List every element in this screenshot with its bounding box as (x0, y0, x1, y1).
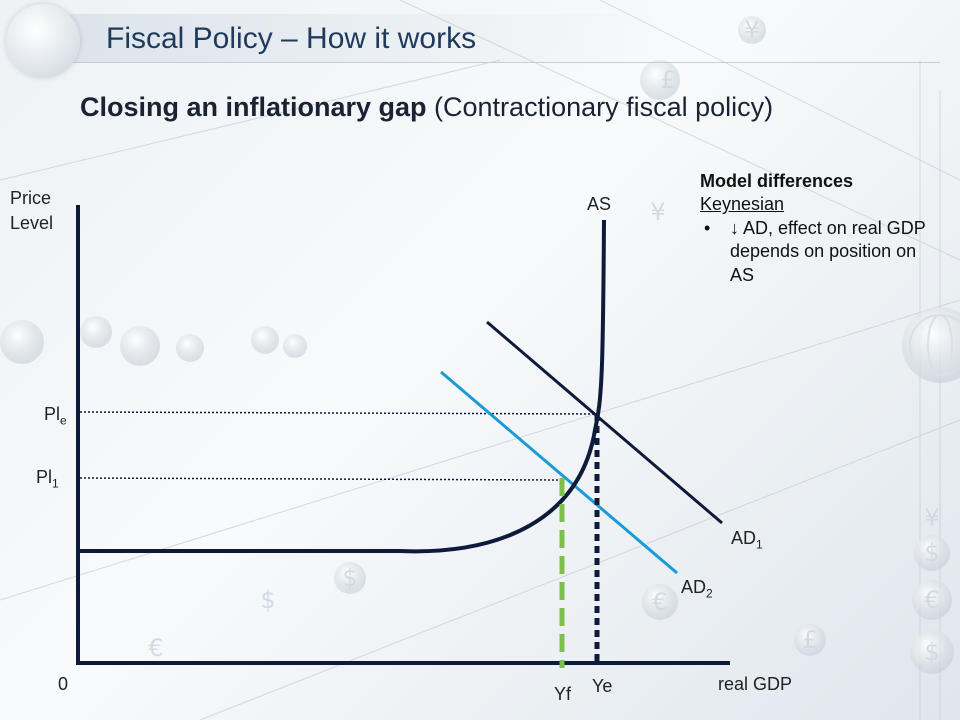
currency-icon: £ (660, 66, 675, 94)
as-label: AS (587, 194, 612, 214)
y-axis-label-line2: Level (10, 213, 54, 234)
pl1-dotted-line (79, 477, 561, 481)
y-axis-label: Price Level (10, 186, 53, 236)
currency-icon: ¥ (744, 16, 759, 44)
pl1-label-base: Pl (36, 467, 53, 487)
globe-icon (909, 314, 960, 376)
subtitle-bold: Closing an inflationary gap (80, 92, 427, 122)
as-curve (80, 219, 606, 554)
ad1-label: AD1 (731, 528, 763, 552)
currency-icon: $ (924, 638, 939, 666)
slide-subtitle: Closing an inflationary gap (Contraction… (80, 92, 773, 123)
ple-dotted-line (79, 411, 596, 415)
currency-icon: € (148, 634, 163, 662)
title-bar (20, 14, 940, 63)
ye-label: Ye (592, 676, 613, 696)
x-axis-label: real GDP (718, 674, 793, 694)
model-bullet: • ↓ AD, effect on real GDP depends on po… (700, 217, 940, 287)
currency-icon: ¥ (650, 198, 665, 226)
model-differences-box: Model differences Keynesian • ↓ AD, effe… (700, 170, 940, 287)
ad1-label-sub: 1 (756, 537, 763, 552)
model-heading: Model differences (700, 171, 854, 191)
ple-label-base: Pl (44, 404, 61, 424)
currency-icon: € (652, 588, 667, 616)
currency-icon: £ (802, 626, 817, 654)
ad2-curve (440, 370, 678, 575)
slide-title: Fiscal Policy – How it works (106, 22, 477, 55)
model-subheading: Keynesian (700, 194, 785, 215)
currency-icon: € (924, 586, 939, 614)
pl1-label-sub: 1 (52, 476, 59, 491)
yf-label: Yf (554, 684, 572, 704)
ple-label: Ple (44, 404, 67, 428)
ad2-label-sub: 2 (706, 586, 713, 601)
currency-icon: $ (260, 586, 275, 614)
ad1-label-base: AD (731, 528, 757, 548)
origin-label: 0 (58, 674, 69, 694)
ad1-curve (486, 320, 723, 525)
title-decoration-circle (6, 4, 80, 78)
ad2-label: AD2 (681, 577, 713, 601)
pl1-label: Pl1 (36, 467, 59, 491)
model-bullet-text: ↓ AD, effect on real GDP depends on posi… (730, 217, 926, 285)
y-axis-label-line1: Price (10, 188, 52, 208)
currency-icon: $ (924, 539, 939, 567)
currency-icon: ¥ (924, 504, 939, 532)
ad2-label-base: AD (681, 577, 707, 597)
ple-label-sub: e (60, 413, 67, 428)
currency-icon: $ (342, 564, 357, 592)
bullet-mark: • (704, 217, 711, 238)
subtitle-rest: (Contractionary fiscal policy) (426, 92, 774, 122)
